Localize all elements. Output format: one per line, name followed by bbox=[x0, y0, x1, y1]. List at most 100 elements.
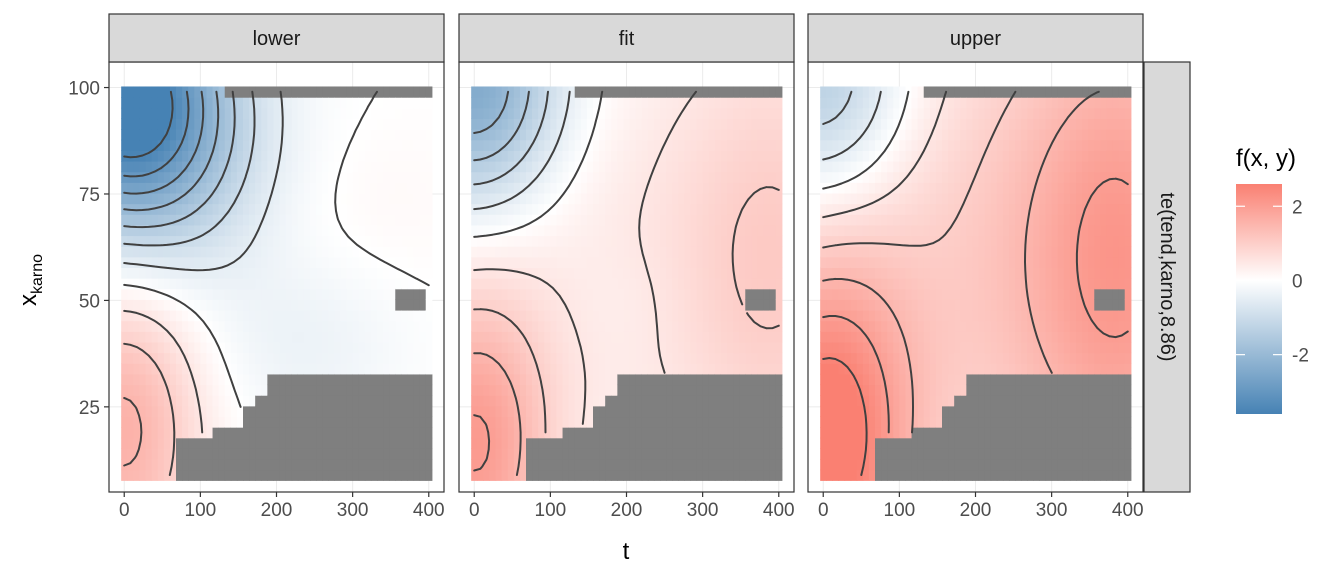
heatmap-cell bbox=[255, 256, 262, 269]
heatmap-cell bbox=[844, 171, 852, 183]
heatmap-cell bbox=[868, 373, 876, 386]
heatmap-cell bbox=[954, 235, 961, 247]
heatmap-cell bbox=[377, 150, 384, 162]
heatmap-cell bbox=[483, 278, 491, 290]
heatmap-cell bbox=[401, 459, 409, 471]
heatmap-cell bbox=[757, 107, 765, 120]
heatmap-cell bbox=[176, 310, 183, 322]
heatmap-cell bbox=[574, 235, 582, 247]
heatmap-cell bbox=[285, 97, 293, 109]
heatmap-cell bbox=[905, 107, 913, 120]
heatmap-cell bbox=[145, 235, 153, 247]
heatmap-cell bbox=[942, 171, 949, 183]
heatmap-cell bbox=[727, 214, 734, 226]
heatmap-cell bbox=[745, 331, 752, 343]
heatmap-cell bbox=[303, 299, 311, 311]
heatmap-cell bbox=[151, 182, 159, 194]
heatmap-cell bbox=[157, 129, 165, 141]
heatmap-cell bbox=[611, 405, 618, 418]
heatmap-cell bbox=[972, 86, 980, 98]
heatmap-cell bbox=[684, 310, 692, 322]
heatmap-cell bbox=[425, 331, 433, 343]
heatmap-cell bbox=[733, 341, 740, 354]
heatmap-cell bbox=[996, 341, 1004, 354]
heatmap-cell bbox=[200, 182, 208, 194]
heatmap-cell bbox=[267, 278, 275, 290]
heatmap-cell bbox=[960, 86, 967, 98]
heatmap-cell bbox=[838, 310, 846, 322]
heatmap-cell bbox=[477, 405, 484, 418]
heatmap-cell bbox=[145, 256, 153, 269]
heatmap-cell bbox=[580, 235, 588, 247]
heatmap-cell bbox=[708, 224, 716, 237]
heatmap-cell bbox=[875, 320, 882, 332]
heatmap-cell bbox=[653, 469, 661, 481]
heatmap-cell bbox=[206, 288, 214, 300]
heatmap-cell bbox=[322, 278, 329, 290]
heatmap-cell bbox=[617, 416, 625, 428]
heatmap-cell bbox=[188, 203, 195, 215]
heatmap-cell bbox=[856, 107, 864, 120]
heatmap-cell bbox=[702, 97, 710, 109]
heatmap-cell bbox=[978, 214, 986, 226]
heatmap-cell bbox=[580, 203, 588, 215]
heatmap-cell bbox=[757, 459, 765, 471]
heatmap-cell bbox=[334, 331, 342, 343]
heatmap-cell bbox=[413, 416, 421, 428]
heatmap-cell bbox=[966, 310, 974, 322]
heatmap-cell bbox=[352, 150, 360, 162]
heatmap-cell bbox=[666, 416, 673, 428]
heatmap-cell bbox=[401, 299, 409, 311]
heatmap-cell bbox=[972, 203, 980, 215]
heatmap-cell bbox=[395, 171, 402, 183]
heatmap-cell bbox=[169, 278, 177, 290]
heatmap-cell bbox=[635, 278, 643, 290]
heatmap-cell bbox=[875, 395, 882, 407]
heatmap-cell bbox=[751, 86, 759, 98]
heatmap-cell bbox=[483, 427, 491, 439]
heatmap-cell bbox=[893, 278, 900, 290]
heatmap-cell bbox=[218, 320, 226, 332]
heatmap-cell bbox=[923, 363, 931, 375]
heatmap-cell bbox=[948, 192, 955, 205]
heatmap-cell bbox=[544, 427, 551, 439]
heatmap-cell bbox=[917, 107, 925, 120]
heatmap-cell bbox=[419, 171, 427, 183]
heatmap-cell bbox=[966, 214, 974, 226]
heatmap-cell bbox=[519, 129, 527, 141]
heatmap-cell bbox=[544, 469, 551, 481]
heatmap-cell bbox=[501, 224, 509, 237]
heatmap-cell bbox=[775, 160, 783, 173]
heatmap-cell bbox=[996, 256, 1004, 269]
heatmap-cell bbox=[471, 320, 478, 332]
heatmap-cell bbox=[249, 373, 256, 386]
heatmap-cell bbox=[121, 129, 128, 141]
heatmap-cell bbox=[212, 437, 220, 449]
heatmap-cell bbox=[775, 171, 783, 183]
heatmap-cell bbox=[401, 203, 409, 215]
heatmap-cell bbox=[972, 373, 980, 386]
heatmap-cell bbox=[303, 363, 311, 375]
heatmap-cell bbox=[194, 107, 201, 120]
contour-line bbox=[473, 90, 549, 186]
heatmap-cell bbox=[629, 320, 637, 332]
heatmap-cell bbox=[273, 160, 281, 173]
heatmap-cell bbox=[401, 139, 409, 151]
heatmap-cell bbox=[838, 246, 846, 258]
heatmap-cell bbox=[702, 288, 710, 300]
heatmap-cell bbox=[826, 331, 833, 343]
heatmap-cell bbox=[200, 192, 208, 205]
heatmap-cell bbox=[538, 246, 545, 258]
heatmap-cell bbox=[419, 182, 427, 194]
heatmap-cell bbox=[230, 246, 238, 258]
heatmap-cell bbox=[966, 246, 974, 258]
heatmap-cell bbox=[477, 310, 484, 322]
heatmap-cell bbox=[708, 160, 716, 173]
heatmap-cell bbox=[875, 363, 882, 375]
heatmap-cell bbox=[236, 363, 244, 375]
heatmap-cell bbox=[267, 427, 275, 439]
heatmap-cell bbox=[763, 448, 771, 460]
heatmap-cell bbox=[206, 278, 214, 290]
heatmap-cell bbox=[249, 150, 256, 162]
heatmap-cell bbox=[568, 192, 576, 205]
